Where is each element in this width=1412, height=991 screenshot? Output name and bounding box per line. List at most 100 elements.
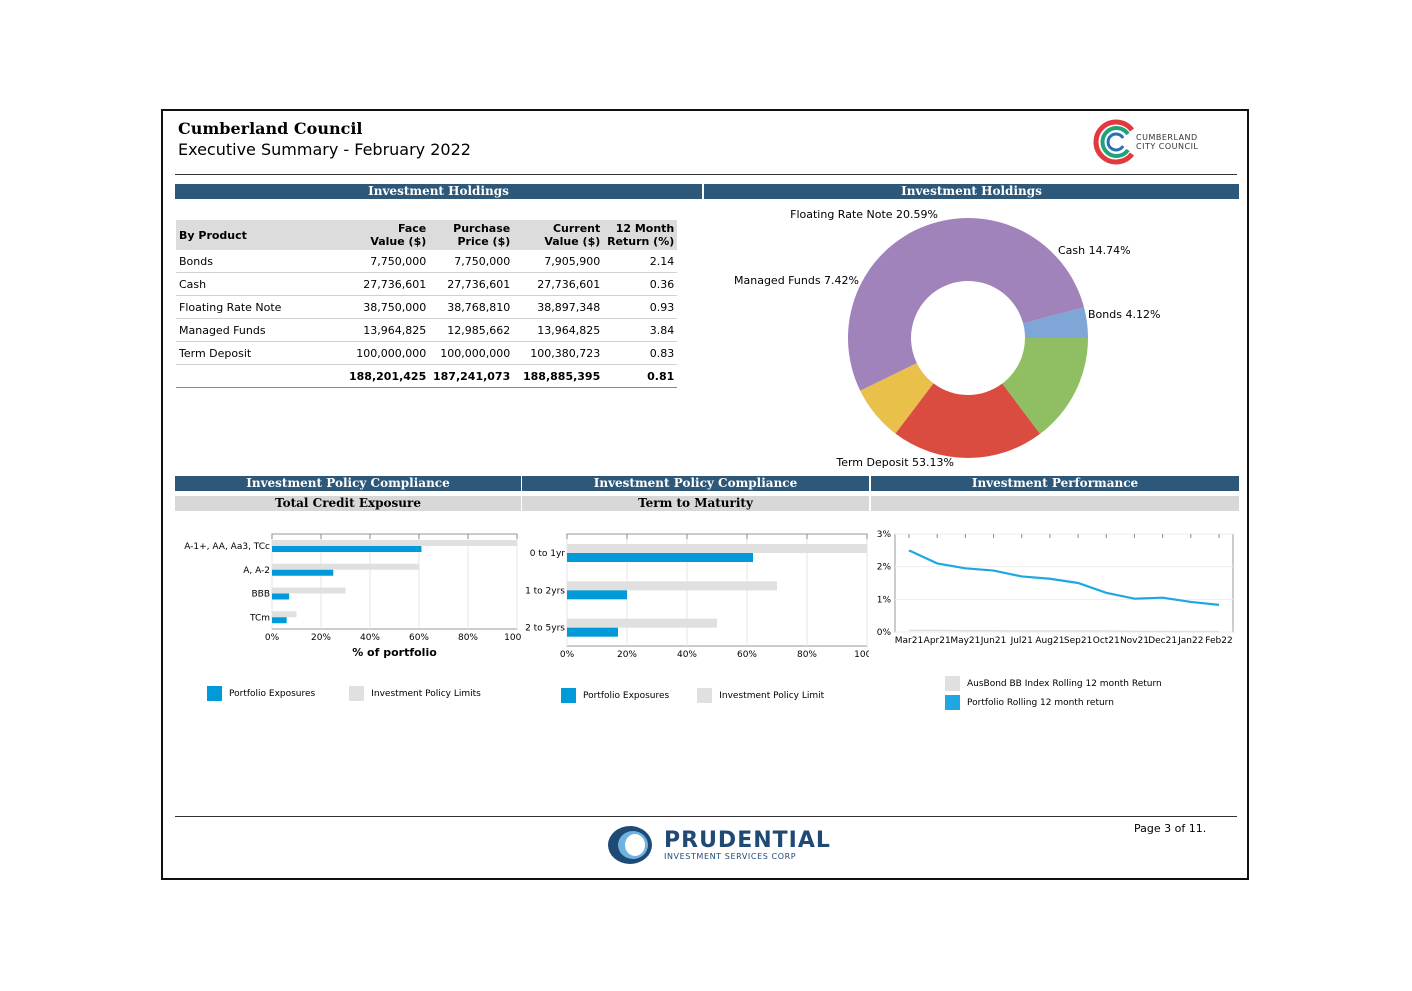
prudential-brand: PRUDENTIAL <box>664 827 831 853</box>
holdings-row: Floating Rate Note 38,750,000 38,768,810 38… <box>176 295 678 319</box>
prudential-logo-icon <box>608 826 652 864</box>
category-label: 0 to 1yr <box>530 549 566 559</box>
prudential-brand-sub: INVESTMENT SERVICES CORP <box>664 851 797 861</box>
donut-slice <box>895 383 1041 459</box>
holdings-cell: 0.93 <box>603 295 678 319</box>
donut-slice <box>1023 307 1088 338</box>
exposure-bar <box>272 546 422 552</box>
council-logo-icon <box>1093 119 1134 165</box>
holdings-total-cell: 0.81 <box>603 364 678 388</box>
x-tick-label: Apr21 <box>924 636 951 646</box>
x-tick-label: 20% <box>617 650 637 660</box>
limit-bar <box>272 540 517 546</box>
legend-label: AusBond BB Index Rolling 12 month Return <box>967 678 1162 689</box>
category-label: TCm <box>249 613 270 623</box>
holdings-cell: 38,897,348 <box>513 295 604 319</box>
compliance-band-term: Investment Policy Compliance <box>522 476 869 491</box>
legend-item: Portfolio Exposures <box>207 686 315 701</box>
holdings-cell: Cash <box>176 272 346 296</box>
col-header-purchase: Purchase Price ($) <box>429 220 514 250</box>
council-logo-line1: CUMBERLAND <box>1136 133 1198 142</box>
category-label: 1 to 2yrs <box>525 586 565 596</box>
donut-slice <box>848 218 1085 391</box>
header-rule <box>175 174 1237 175</box>
col-header-return: 12 Month Return (%) <box>603 220 678 250</box>
x-tick-label: 100% <box>504 633 521 643</box>
holdings-cell: 38,768,810 <box>429 295 514 319</box>
col-header-current: Current Value ($) <box>513 220 604 250</box>
report-subtitle: Executive Summary - February 2022 <box>178 140 471 159</box>
y-tick-label: 3% <box>877 530 892 540</box>
holdings-cell: 12,985,662 <box>429 318 514 342</box>
y-tick-label: 0% <box>877 628 892 638</box>
holdings-table: By Product Face Value ($) Purchase Price (… <box>176 220 678 388</box>
page-frame <box>161 109 1249 880</box>
x-tick-label: 40% <box>677 650 697 660</box>
x-tick-label: 40% <box>360 633 380 643</box>
performance-subband <box>871 496 1239 511</box>
x-tick-label: Jun21 <box>980 636 1007 646</box>
legend-item: Investment Policy Limit <box>697 688 824 703</box>
col-header-product: By Product <box>176 220 346 250</box>
holdings-total-cell: 187,241,073 <box>429 364 514 388</box>
holdings-total-cell: 188,201,425 <box>346 364 430 388</box>
x-tick-label: 60% <box>409 633 429 643</box>
holdings-row: Bonds 7,750,000 7,750,000 7,905,900 2.14 <box>176 250 678 273</box>
performance-line-chart: 0% 1% 2% 3% Mar21 Apr21 May21 Jun21 Jul21 Aug21 Se… <box>877 530 1234 646</box>
legend-label: Portfolio Exposures <box>229 688 316 699</box>
limit-bar <box>567 618 717 628</box>
holdings-cell: 7,750,000 <box>429 250 514 273</box>
limit-bar <box>272 611 297 618</box>
x-tick-label: Jan22 <box>1177 636 1203 646</box>
x-tick-label: 0% <box>265 633 280 643</box>
holdings-cell: 2.14 <box>603 250 678 273</box>
holdings-cell: Floating Rate Note <box>176 295 346 319</box>
legend-item: Portfolio Rolling 12 month return <box>945 695 1162 710</box>
x-tick-label: Aug21 <box>1035 636 1064 646</box>
x-tick-label: 60% <box>737 650 757 660</box>
holdings-row: Managed Funds 13,964,825 12,985,662 13,964,… <box>176 318 678 342</box>
legend-item: AusBond BB Index Rolling 12 month Return <box>945 676 1162 691</box>
legend-label: Investment Policy Limit <box>719 690 825 701</box>
council-logo-line2: CITY COUNCIL <box>1136 142 1199 151</box>
limit-bar <box>567 544 867 553</box>
donut-slice-label: Managed Funds 7.42% <box>734 274 859 287</box>
y-tick-label: 1% <box>877 595 892 605</box>
council-logo: CUMBERLAND CITY COUNCIL <box>1092 118 1212 166</box>
exposure-bar <box>567 627 618 637</box>
holdings-cell: 13,964,825 <box>513 318 604 342</box>
holdings-cell: 0.36 <box>603 272 678 296</box>
limit-bar <box>272 563 419 570</box>
exposure-bar <box>272 569 334 576</box>
holdings-band-left: Investment Holdings <box>175 184 702 199</box>
donut-slice <box>860 363 934 434</box>
legend-label: Portfolio Rolling 12 month return <box>967 697 1114 708</box>
donut-slice-label: Floating Rate Note 20.59% <box>790 208 938 221</box>
holdings-total-cell: 188,885,395 <box>513 364 604 388</box>
exposure-bar <box>272 617 287 624</box>
y-tick-label: 2% <box>877 563 892 573</box>
x-tick-label: Oct21 <box>1093 636 1120 646</box>
credit-exposure-chart: 0% 20% 40% 60% 80% 100% A-1+, AA, Aa3, TCc A, A… <box>184 533 521 659</box>
donut-slice-label: Bonds 4.12% <box>1088 308 1160 321</box>
exposure-bar <box>272 593 290 600</box>
holdings-cell: 3.84 <box>603 318 678 342</box>
x-tick-label: Feb22 <box>1205 636 1232 646</box>
holdings-cell: 27,736,601 <box>346 272 430 296</box>
donut-slice-label: Term Deposit 53.13% <box>835 456 954 469</box>
holdings-table-wrap: By Product Face Value ($) Purchase Price (… <box>176 220 678 388</box>
x-tick-label: Nov21 <box>1120 636 1149 646</box>
term-subband: Term to Maturity <box>522 496 869 511</box>
x-tick-label: 80% <box>458 633 478 643</box>
holdings-cell: 100,000,000 <box>346 341 430 365</box>
holdings-cell: 7,905,900 <box>513 250 604 273</box>
limit-bar <box>272 587 346 594</box>
holdings-row: Term Deposit 100,000,000 100,000,000 100,38… <box>176 341 678 365</box>
page-number: Page 3 of 11. <box>1134 822 1207 835</box>
term-maturity-chart: 0% 20% 40% 60% 80% 100% 0 to 1yr 1 to 2yrs 2 to … <box>525 533 869 660</box>
holdings-cell: 100,380,723 <box>513 341 604 365</box>
holdings-total-row: 188,201,425 187,241,073 188,885,395 0.81 <box>176 364 678 388</box>
legend-item: Investment Policy Limits <box>349 686 481 701</box>
credit-legend: Portfolio Exposures Investment Policy Li… <box>207 686 481 701</box>
x-tick-label: May21 <box>950 636 980 646</box>
